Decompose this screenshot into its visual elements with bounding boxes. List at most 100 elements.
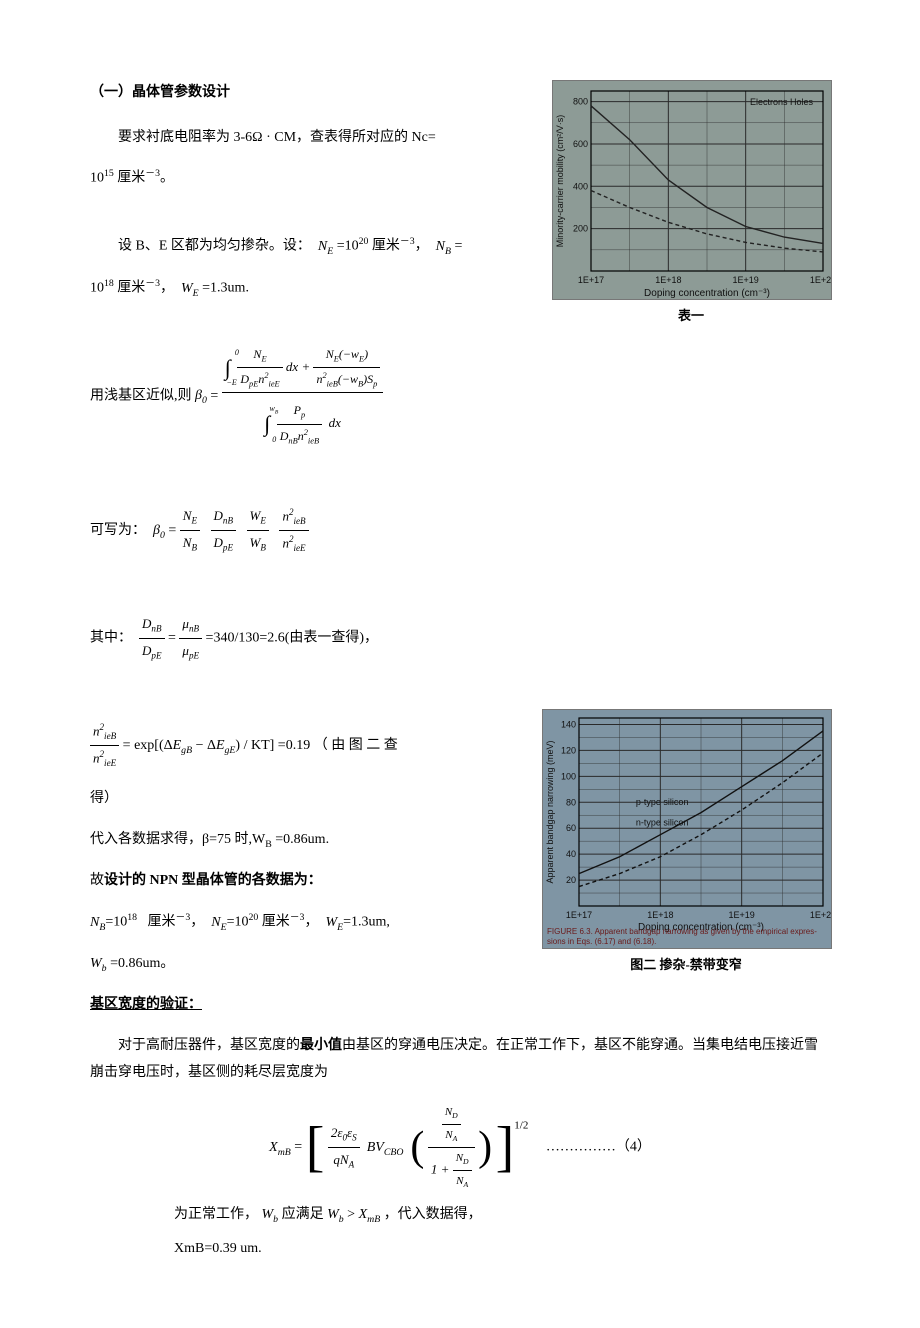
svg-text:140: 140 xyxy=(561,719,576,729)
eq4nds: D xyxy=(452,1111,458,1120)
sup20: 20 xyxy=(359,236,369,247)
rWEs: E xyxy=(260,516,266,526)
dlNEv: =10 xyxy=(227,915,249,930)
pp: P xyxy=(294,403,301,417)
cm2: 厘米 xyxy=(117,281,145,296)
WE-sub: E xyxy=(193,288,199,299)
dlNBv: =10 xyxy=(105,915,127,930)
NE: N xyxy=(318,239,327,254)
rDnB: D xyxy=(214,508,223,523)
svg-text:1E+17: 1E+17 xyxy=(578,275,604,285)
dlWb: W xyxy=(90,956,102,971)
XmB: X xyxy=(269,1140,278,1155)
exp-tail: ) / KT] =0.19 （ 由 图 二 查 xyxy=(235,738,397,753)
p1-10: 10 xyxy=(90,171,104,186)
eq-sign-1: = xyxy=(210,388,221,403)
svg-text:600: 600 xyxy=(573,139,588,149)
svg-text:200: 200 xyxy=(573,224,588,234)
eq4dots: ……………（4） xyxy=(546,1140,651,1155)
svg-text:FIGURE 6.3. Apparent bandgap: FIGURE 6.3. Apparent bandgap narrowing a… xyxy=(547,927,817,936)
beta0-eq-line: 用浅基区近似,则 β0 = ∫0−E NE DpEn2ieE dx + NE(−… xyxy=(90,343,830,449)
svg-text:40: 40 xyxy=(566,849,576,859)
beta0-sub: 0 xyxy=(202,395,207,406)
svg-text:800: 800 xyxy=(573,97,588,107)
munBs: nB xyxy=(189,623,199,633)
t2db: (−w xyxy=(338,372,358,386)
nnieBs: ieB xyxy=(104,731,116,741)
rWB: W xyxy=(250,535,261,550)
comma2: ， xyxy=(160,281,174,296)
beta0bs: 0 xyxy=(160,529,165,540)
p1-text-a: 要求衬底电阻率为 3-6Ω · CM，查表得所对应的 Nc= xyxy=(118,130,436,145)
figure-2-chart: 204060801001201401E+171E+181E+191E+20Dop… xyxy=(543,710,831,948)
t2dcs: p xyxy=(373,379,377,388)
eq4nas2: A xyxy=(463,1180,468,1189)
comma1: ， xyxy=(415,239,429,254)
Egb: gB xyxy=(181,745,192,756)
should: 应满足 xyxy=(282,1207,328,1222)
rewrite-lead: 可写为： xyxy=(90,523,146,538)
pps: p xyxy=(301,411,305,420)
svg-text:Minority-carrier mobility (cm²: Minority-carrier mobility (cm²/V·s) xyxy=(555,115,565,248)
int-bot: ∫wB0 xyxy=(264,403,270,445)
rewrite-line: 可写为： β0 = NENB DnBDpE WEWB n2ieBn2ieE xyxy=(90,504,830,557)
dlWEv: =1.3um, xyxy=(343,915,390,930)
eq4qs: A xyxy=(349,1159,355,1169)
wDpE: D xyxy=(142,643,151,658)
vp1b: 最小值 xyxy=(300,1038,342,1053)
neg3c: －3 xyxy=(176,912,191,923)
dnbs: nB xyxy=(288,436,297,445)
rWBs: B xyxy=(260,543,266,553)
cm1: 厘米 xyxy=(372,239,400,254)
vp1: 对于高耐压器件，基区宽度的 xyxy=(118,1038,300,1053)
p1-neg3: －3 xyxy=(145,168,160,179)
wherein: 其中： xyxy=(90,630,132,645)
t2dc: )S xyxy=(363,372,373,386)
rDnBs: nB xyxy=(223,516,233,526)
rDpE: D xyxy=(214,535,223,550)
dlWbv: =0.86um。 xyxy=(107,956,175,971)
Wb2s: b xyxy=(273,1214,278,1225)
exp-text: = exp[(Δ xyxy=(123,738,173,753)
neg3a: －3 xyxy=(400,236,415,247)
neg3b: －3 xyxy=(145,278,160,289)
Eg2: E xyxy=(216,738,225,753)
dlNB: N xyxy=(90,915,99,930)
figure-1: 2004006008001E+171E+181E+191E+20Doping c… xyxy=(552,80,832,300)
sub-in: 代入各数据求得，β=75 时,W xyxy=(90,832,265,847)
t2nc: ) xyxy=(364,347,368,361)
t2dasub: ieB xyxy=(327,379,338,388)
int1-bot: −E xyxy=(227,375,237,390)
eq4bv: BV xyxy=(367,1140,384,1155)
svg-text:1E+17: 1E+17 xyxy=(566,910,592,920)
svg-text:sions in Eqs. (6.17) and (6.18: sions in Eqs. (6.17) and (6.18). xyxy=(547,937,656,946)
eq4q: qN xyxy=(333,1152,348,1167)
WE-val: =1.3um. xyxy=(202,281,249,296)
eqs: = xyxy=(454,239,462,254)
sub-in-tail: =0.86um. xyxy=(272,832,329,847)
sup18a: 18 xyxy=(104,278,114,289)
beta0-fraction: ∫0−E NE DpEn2ieE dx + NE(−wE) n2ieB(−wB)… xyxy=(222,343,383,449)
ratio-val: =340/130=2.6(由表一查得)， xyxy=(206,630,379,645)
int2-top-sub: B xyxy=(275,410,278,416)
p2-lead: 设 B、E 区都为均匀掺杂。设： xyxy=(118,239,311,254)
rnieEs: ieE xyxy=(293,543,305,553)
figure-2-caption: 图二 掺杂-禁带变窄 xyxy=(542,953,830,978)
nnieEs: ieE xyxy=(104,758,116,768)
int-top: ∫0−E xyxy=(225,347,231,389)
svg-text:400: 400 xyxy=(573,181,588,191)
nieb-sub: ieB xyxy=(308,436,319,445)
svg-text:100: 100 xyxy=(561,771,576,781)
dpe: D xyxy=(240,372,249,386)
dlWE: W xyxy=(325,915,337,930)
eq4bs: S xyxy=(352,1133,357,1143)
eq4exp: 1/2 xyxy=(514,1120,528,1132)
wherein-line: 其中： DnBDpE = μnBμpE =340/130=2.6(由表一查得)， xyxy=(90,612,830,665)
p1-unit: 厘米 xyxy=(114,171,146,186)
p2b-10: 10 xyxy=(90,281,104,296)
beta0b: β xyxy=(153,523,160,538)
WE: W xyxy=(181,281,193,296)
rNBs: B xyxy=(191,543,197,553)
figure-2-wrapper: 204060801001201401E+171E+181E+191E+20Dop… xyxy=(542,709,830,978)
svg-text:60: 60 xyxy=(566,823,576,833)
